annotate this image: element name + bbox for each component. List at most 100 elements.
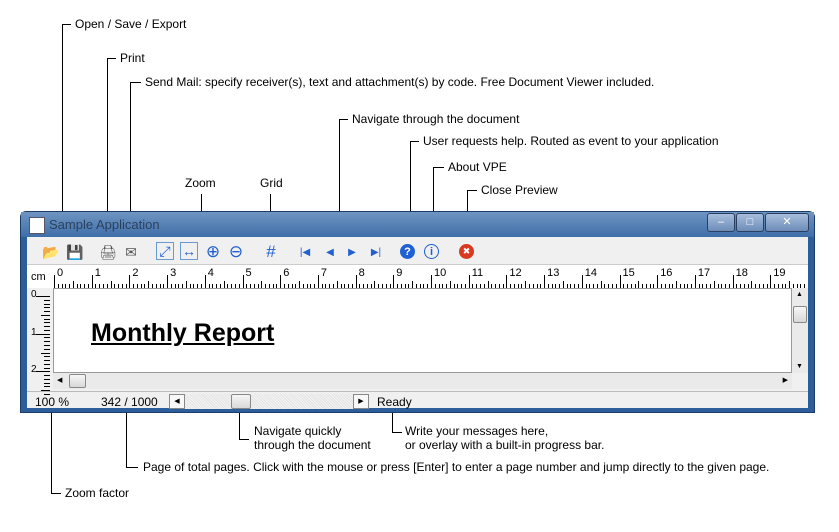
ruler-label: 4 (207, 267, 214, 279)
ruler-tick (796, 284, 798, 289)
annotation-close-preview: Close Preview (481, 183, 558, 197)
ruler-tick (536, 284, 538, 289)
ruler-tick (321, 284, 323, 289)
annotation-about: About VPE (448, 160, 507, 174)
zoom-page-width-icon[interactable]: ↔ (180, 242, 198, 260)
annotation-line-2: through the document (254, 438, 371, 452)
annotation-zoom-factor: Zoom factor (65, 486, 130, 500)
ruler-tick (106, 284, 108, 289)
page-scroll-left-button[interactable]: ◀ (169, 394, 185, 409)
ruler-tick (540, 284, 542, 289)
ruler-tick (585, 284, 587, 289)
horizontal-scrollbar[interactable]: ◀ ▶ (53, 373, 792, 389)
ruler-tick (219, 284, 221, 289)
annotation-navigate-quickly: Navigate quickly through the document (254, 424, 371, 452)
zoom-in-icon[interactable]: ⊕ (205, 242, 221, 261)
help-icon[interactable]: ? (400, 244, 415, 259)
ruler-tick (457, 284, 459, 289)
save-icon[interactable]: 💾 (66, 243, 84, 260)
ruler-tick (189, 284, 191, 289)
vertical-scrollbar[interactable]: ▲ ▼ (792, 288, 808, 373)
document-page: Monthly Report (53, 288, 792, 373)
ruler-tick (706, 284, 708, 289)
ruler-tick (310, 284, 312, 289)
ruler-tick (510, 284, 512, 289)
ruler-tick (378, 284, 380, 289)
title-bar[interactable]: Sample Application ‒ □ ✕ (21, 212, 814, 237)
ruler-label: 1 (31, 326, 37, 338)
ruler-tick (408, 284, 410, 289)
about-icon[interactable]: i (424, 244, 439, 259)
first-page-icon[interactable]: |◀ (299, 246, 311, 258)
page-scrollbar[interactable]: ◀ ▶ (169, 394, 369, 409)
annotation-line-1: Navigate quickly (254, 424, 342, 438)
page-scroll-thumb[interactable] (231, 394, 251, 409)
ruler-tick (547, 284, 549, 289)
ruler-tick (781, 284, 783, 289)
vertical-scroll-thumb[interactable] (793, 306, 807, 323)
ruler-tick (223, 281, 225, 289)
callout-line (107, 58, 108, 246)
annotation-print: Print (120, 51, 145, 65)
callout-line (51, 404, 52, 493)
page-indicator[interactable]: 342 / 1000 (101, 395, 158, 409)
ruler-tick (76, 284, 78, 289)
ruler-tick (44, 337, 50, 339)
scroll-up-arrow[interactable]: ▲ (796, 291, 803, 298)
ruler-tick (41, 314, 50, 316)
ruler-tick (476, 284, 478, 289)
ruler-tick (44, 394, 50, 396)
ruler-label: 16 (660, 267, 673, 279)
zoom-full-page-icon[interactable]: ⤢ (156, 242, 174, 260)
scroll-right-arrow[interactable]: ▶ (782, 377, 788, 384)
close-preview-icon[interactable]: ✖ (459, 244, 474, 259)
last-page-icon[interactable]: ▶| (370, 246, 382, 258)
horizontal-ruler: cm 0 1 2 3 4 5 6 7 8 9 10 11 12 13 14 15 16 17 18 19 (27, 264, 808, 289)
ruler-tick (110, 281, 112, 289)
scroll-down-arrow[interactable]: ▼ (796, 363, 803, 370)
open-icon[interactable]: 📂 (42, 243, 60, 260)
ruler-tick (355, 275, 357, 289)
print-icon[interactable]: 🖨 (99, 243, 117, 260)
ruler-label: 17 (697, 267, 711, 279)
ruler-tick (751, 281, 753, 289)
ruler-tick (551, 284, 553, 289)
ruler-tick (464, 284, 466, 289)
ruler-tick (762, 284, 764, 289)
ruler-tick (785, 284, 787, 289)
ruler-label: 14 (584, 267, 598, 279)
maximize-button[interactable]: □ (736, 213, 764, 232)
ruler-tick (800, 284, 802, 289)
ruler-tick (261, 281, 263, 289)
grid-icon[interactable]: # (266, 242, 276, 261)
ruler-tick (36, 296, 50, 297)
ruler-tick (201, 284, 203, 289)
previous-page-icon[interactable]: ◀ (326, 246, 334, 258)
ruler-tick (44, 329, 50, 331)
ruler-tick (525, 281, 527, 289)
ruler-tick (351, 284, 353, 289)
ruler-tick (668, 284, 670, 289)
ruler-tick (257, 284, 259, 289)
mail-icon[interactable]: ✉ (125, 243, 137, 260)
ruler-tick (238, 284, 240, 289)
ruler-tick (415, 284, 417, 289)
next-page-icon[interactable]: ▶ (348, 246, 356, 258)
minimize-button[interactable]: ‒ (707, 213, 735, 232)
ruler-tick (36, 333, 50, 335)
ruler-tick (506, 275, 508, 289)
page-scroll-right-button[interactable]: ▶ (353, 394, 369, 409)
zoom-out-icon[interactable]: ⊖ (228, 242, 244, 261)
ruler-tick (125, 284, 127, 289)
ruler-tick (69, 284, 71, 289)
ruler-tick (687, 284, 689, 289)
ruler-label: 7 (320, 267, 328, 279)
ruler-label: 3 (170, 267, 177, 279)
ruler-tick (642, 284, 644, 289)
ruler-tick (713, 281, 715, 289)
close-window-button[interactable]: ✕ (765, 213, 809, 232)
horizontal-scroll-thumb[interactable] (69, 374, 86, 388)
ruler-tick (725, 284, 727, 289)
scroll-left-arrow[interactable]: ◀ (57, 377, 63, 384)
callout-line (339, 119, 348, 120)
